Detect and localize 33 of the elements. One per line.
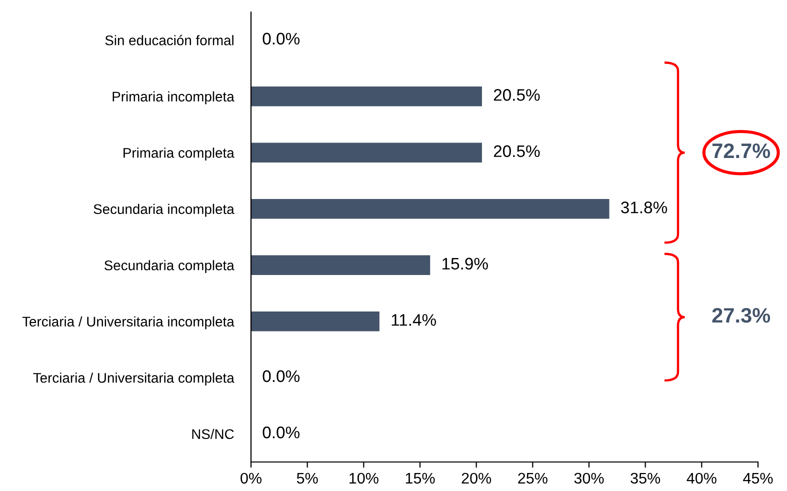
- y-tick-label: Secundaria completa: [104, 260, 234, 274]
- annotation: 27.3%: [712, 308, 770, 323]
- data-label: 11.4%: [392, 314, 436, 326]
- x-tick-label: 25%: [518, 472, 548, 484]
- y-tick-label: NS/NC: [192, 428, 234, 440]
- data-label: 31.8%: [621, 202, 668, 214]
- bar: [251, 142, 482, 162]
- data-label: 20.5%: [494, 89, 540, 101]
- y-tick-label: Primaria incompleta: [112, 91, 234, 104]
- data-label: 0.0%: [262, 370, 300, 382]
- x-tick-label: 5%: [296, 472, 318, 484]
- x-tick-label: 30%: [574, 472, 604, 484]
- x-tick-label: 0%: [240, 472, 262, 484]
- y-tick-label: Primaria completa: [124, 148, 234, 161]
- bar: [251, 255, 430, 275]
- x-tick-label: 15%: [406, 472, 435, 484]
- y-tick-label: Terciaria / Universitaria completa: [33, 372, 234, 386]
- bar: [251, 86, 482, 106]
- x-tick-label: 40%: [686, 472, 716, 484]
- annotation: 72.7%: [712, 143, 770, 158]
- x-tick-label: 35%: [630, 472, 660, 484]
- bar: [251, 199, 610, 219]
- data-label: 15.9%: [442, 258, 488, 270]
- data-label: 0.0%: [262, 426, 300, 438]
- data-label: 0.0%: [262, 32, 300, 45]
- bar: [251, 312, 380, 332]
- x-tick-label: 45%: [743, 472, 773, 484]
- y-tick-label: Secundaria incompleta: [94, 204, 234, 217]
- data-label: 20.5%: [494, 145, 540, 158]
- y-tick-label: Terciaria / Universitaria incompleta: [22, 316, 234, 330]
- y-tick-label: Sin educación formal: [105, 34, 234, 46]
- x-tick-label: 20%: [462, 472, 492, 484]
- x-tick-label: 10%: [350, 472, 378, 484]
